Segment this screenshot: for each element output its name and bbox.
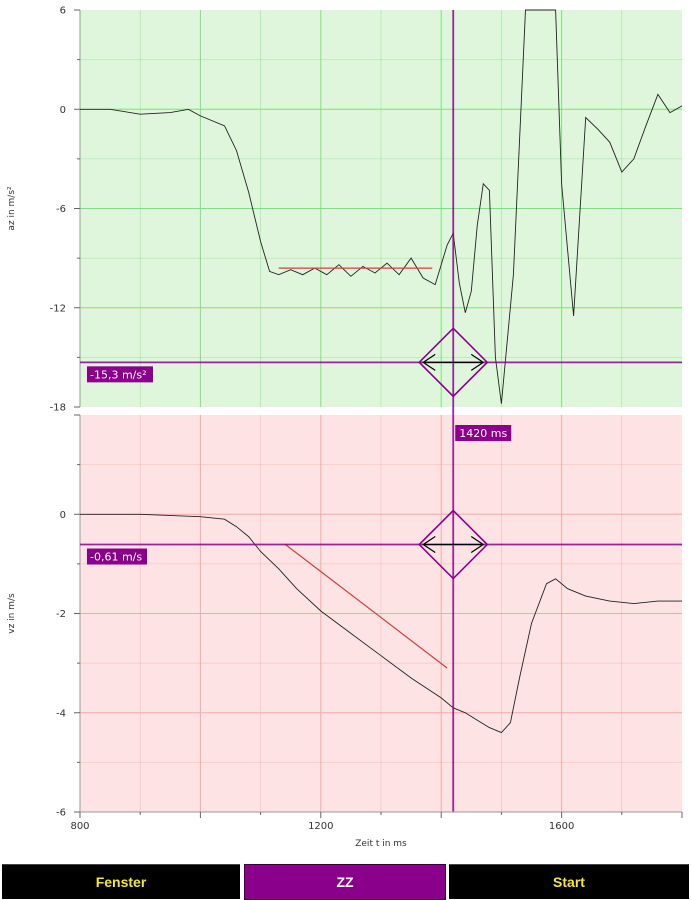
- accel-handle-diamond: [418, 327, 489, 398]
- accel-cursor-value-label: -15,3 m/s²: [90, 368, 147, 381]
- zz-button-label: ZZ: [336, 874, 354, 890]
- accel-y-tick-label: -6: [56, 204, 66, 215]
- vel-cursor-value-label: -0,61 m/s: [90, 551, 142, 564]
- vel-y-tick-label: -2: [56, 609, 66, 620]
- accel-left-arrow-icon: [422, 353, 436, 371]
- chart-area[interactable]: 6 0 -6 -12 -18 az in m/s² -15,3 m/s² 0 -2 -4 -6 vz …: [0, 0, 691, 864]
- vel-series-1: [284, 543, 448, 669]
- accel-cursor-handle[interactable]: [418, 327, 489, 398]
- accel-series-0: [80, 9, 683, 404]
- accel-y-tick-label: -18: [50, 403, 66, 414]
- accel-right-arrow-icon: [470, 353, 485, 371]
- vel-panel: 0 -2 -4 -6 vz in m/s -0,61 m/s: [7, 414, 682, 819]
- x-axis-label: Zeit t in ms: [355, 839, 407, 849]
- vel-y-tick-label: -6: [56, 808, 66, 819]
- x-tick-label: 1200: [308, 821, 333, 832]
- accel-y-tick-label: 0: [60, 105, 66, 116]
- vel-y-tick-label: 0: [60, 510, 66, 521]
- accel-cursor-value-badge: [87, 366, 153, 383]
- accel-y-tick-label: -12: [50, 303, 66, 314]
- cursor-time-label: 1420 ms: [459, 427, 507, 440]
- accel-y-tick-label: 6: [60, 6, 66, 17]
- vel-y-axis-label: vz in m/s: [7, 593, 17, 634]
- vel-cursor-value-badge: [87, 548, 147, 565]
- vel-y-tick-label: -4: [56, 708, 66, 719]
- x-tick-label: 1600: [549, 821, 574, 832]
- fenster-button-label: Fenster: [95, 874, 147, 890]
- vel-right-arrow-icon: [470, 536, 485, 554]
- bottom-toolbar: Fenster ZZ Start: [0, 864, 691, 900]
- start-button[interactable]: Start: [449, 864, 689, 899]
- vel-left-arrow-icon: [422, 536, 436, 554]
- zz-button[interactable]: ZZ: [244, 864, 446, 900]
- accel-panel: 6 0 -6 -12 -18 az in m/s² -15,3 m/s²: [7, 6, 683, 414]
- vel-series-0: [80, 513, 682, 734]
- vel-cursor-handle[interactable]: [418, 509, 489, 580]
- x-tick-label: 800: [70, 821, 89, 832]
- start-button-label: Start: [553, 874, 585, 890]
- vel-handle-diamond: [418, 509, 489, 580]
- cursor-time-badge: [455, 425, 512, 441]
- accel-y-axis-label: az in m/s²: [7, 186, 17, 231]
- fenster-button[interactable]: Fenster: [2, 864, 240, 899]
